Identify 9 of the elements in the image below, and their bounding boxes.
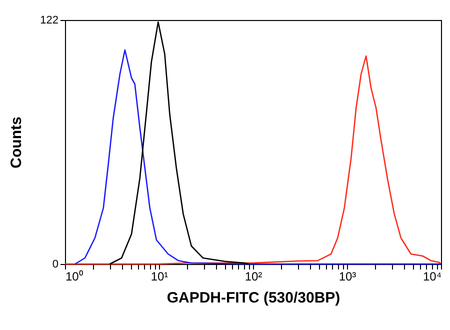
x-tick-label: 10⁰ — [66, 270, 83, 284]
y-tick-label: 0 — [52, 258, 58, 270]
x-axis-title: GAPDH-FITC (530/30BP) — [166, 290, 340, 306]
x-tick-label: 10² — [244, 270, 262, 284]
x-tick-label: 10⁴ — [422, 270, 442, 284]
y-axis-title: Counts — [8, 116, 26, 168]
x-tick-label: 10¹ — [150, 270, 168, 284]
y-tick-label: 122 — [40, 14, 58, 26]
x-tick-label: 10³ — [338, 270, 356, 284]
